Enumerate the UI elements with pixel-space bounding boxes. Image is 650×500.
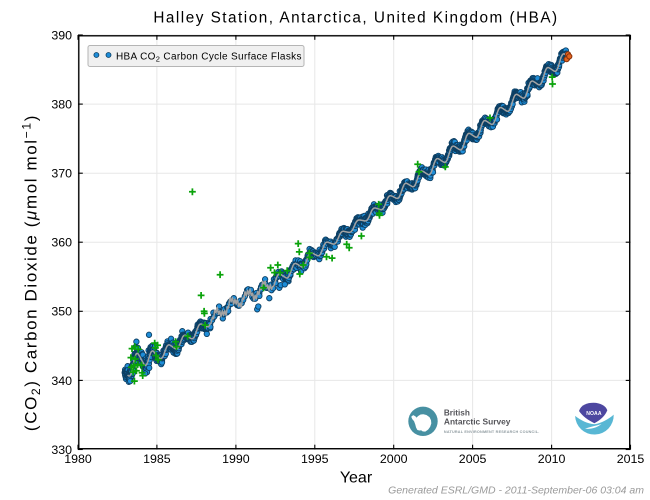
svg-text:330: 330	[51, 443, 72, 457]
svg-text:NOAA: NOAA	[586, 411, 602, 417]
svg-text:390: 390	[51, 28, 72, 42]
svg-text:HBA CO2 Carbon Cycle Surface F: HBA CO2 Carbon Cycle Surface Flasks	[116, 52, 302, 64]
svg-text:2010: 2010	[538, 452, 566, 466]
svg-text:2000: 2000	[380, 452, 408, 466]
svg-text:370: 370	[51, 167, 72, 181]
svg-text:1995: 1995	[301, 452, 329, 466]
svg-text:British: British	[444, 409, 470, 418]
svg-text:360: 360	[51, 236, 72, 250]
svg-text:340: 340	[51, 374, 72, 388]
svg-text:NATURAL ENVIRONMENT RESEARCH C: NATURAL ENVIRONMENT RESEARCH COUNCIL.	[444, 430, 540, 434]
svg-text:1980: 1980	[64, 452, 92, 466]
svg-text:(CO2) Carbon Dioxide (μmol mol: (CO2) Carbon Dioxide (μmol mol−1)	[20, 114, 43, 431]
svg-text:1990: 1990	[222, 452, 250, 466]
svg-text:380: 380	[51, 98, 72, 112]
svg-text:2005: 2005	[459, 452, 487, 466]
svg-text:1985: 1985	[143, 452, 171, 466]
svg-text:Halley Station, Antarctica, Un: Halley Station, Antarctica, United Kingd…	[153, 10, 558, 27]
svg-text:Generated ESRL/GMD - 2011-Sept: Generated ESRL/GMD - 2011-September-06 0…	[388, 485, 644, 497]
svg-text:2015: 2015	[617, 452, 645, 466]
svg-text:350: 350	[51, 305, 72, 319]
svg-text:Antarctic Survey: Antarctic Survey	[444, 417, 511, 427]
svg-text:Year: Year	[340, 470, 373, 487]
